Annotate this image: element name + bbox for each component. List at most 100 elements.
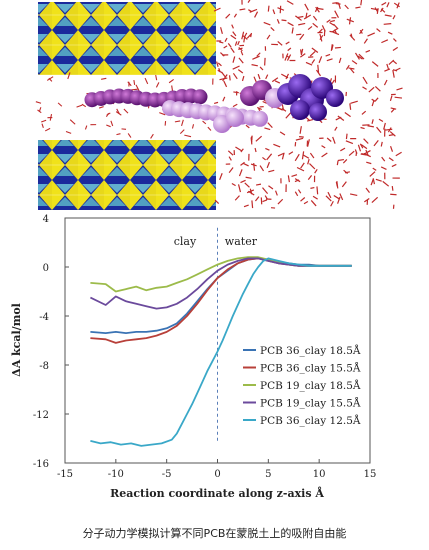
annotation-water: water [225, 235, 258, 248]
y-tick-label: -16 [33, 459, 49, 470]
water-molecule [312, 15, 318, 21]
legend-entry: PCB 36_clay 15.5Å [260, 361, 361, 375]
water-molecule [337, 158, 345, 162]
water-molecule [306, 139, 310, 147]
water-molecule [299, 136, 304, 138]
water-molecule [230, 34, 237, 40]
water-molecule [277, 40, 283, 46]
series-line-4 [90, 257, 352, 447]
water-molecule [230, 47, 235, 53]
water-molecule [245, 124, 250, 129]
water-molecule [150, 133, 154, 139]
water-molecule [285, 112, 292, 119]
water-molecule [371, 196, 379, 203]
x-tick-label: -5 [162, 469, 172, 480]
water-molecule [294, 153, 300, 162]
water-molecule [307, 174, 313, 180]
water-molecule [259, 165, 265, 172]
water-molecule [299, 126, 302, 134]
water-molecule [363, 38, 368, 44]
water-molecule [239, 8, 246, 11]
water-molecule [327, 191, 332, 199]
water-molecule [135, 84, 140, 91]
water-molecule [388, 59, 395, 65]
y-tick-label: -12 [33, 410, 49, 421]
water-molecule [375, 178, 382, 182]
water-molecule [298, 22, 306, 26]
water-molecule [295, 137, 304, 141]
clay-layer-bottom [38, 140, 216, 210]
water-molecule [360, 144, 368, 150]
water-molecule [382, 180, 390, 187]
water-molecule [255, 135, 263, 142]
water-molecule [296, 33, 302, 36]
water-molecule [333, 23, 339, 30]
water-molecule [234, 195, 240, 201]
water-molecule [213, 7, 221, 12]
water-molecule [349, 34, 356, 41]
water-molecule [232, 31, 237, 37]
water-molecule [360, 126, 365, 130]
water-molecule [285, 73, 290, 80]
water-molecule [262, 156, 267, 161]
legend-entry: PCB 19_clay 15.5Å [260, 396, 361, 410]
water-molecule [307, 158, 310, 165]
water-molecule [133, 79, 136, 86]
molecule-sphere [226, 109, 244, 127]
water-molecule [248, 9, 253, 13]
water-molecule [277, 152, 285, 157]
water-molecule [255, 183, 262, 186]
water-molecule [370, 7, 379, 11]
water-molecule [254, 11, 259, 18]
water-molecule [392, 70, 395, 78]
water-molecule [110, 120, 114, 127]
water-molecule [291, 27, 294, 34]
water-molecule [316, 186, 319, 195]
water-molecule [244, 182, 250, 188]
water-molecule [123, 108, 129, 114]
water-molecule [214, 199, 220, 204]
water-molecule [383, 122, 386, 130]
water-molecule [287, 175, 290, 183]
water-molecule [245, 176, 252, 179]
water-molecule [312, 195, 318, 200]
figure-caption: 分子动力学模拟计算不同PCB在蒙脱土上的吸附自由能 [82, 527, 347, 540]
water-molecule [267, 122, 273, 129]
water-molecule [311, 59, 316, 64]
series-lines [90, 256, 352, 447]
water-molecule [305, 61, 313, 66]
water-molecule [350, 33, 353, 38]
water-molecule [354, 52, 360, 60]
water-molecule [262, 100, 267, 104]
water-molecule [384, 14, 392, 17]
water-molecule [246, 33, 252, 39]
water-molecule [360, 0, 363, 6]
water-molecule [362, 76, 368, 85]
water-molecule [302, 154, 310, 159]
water-molecule [184, 134, 192, 138]
water-molecule [344, 4, 349, 10]
water-molecule [326, 19, 331, 23]
water-molecule [252, 55, 260, 60]
water-molecule [314, 6, 319, 13]
water-molecule [266, 153, 273, 161]
free-energy-chart: -15 -10 -5 0 5 10 15 -16 -12 -8 -4 0 4 clay water PC… [10, 214, 376, 500]
water-molecule [233, 13, 238, 18]
water-molecule [315, 69, 322, 77]
water-molecule [393, 38, 397, 42]
water-molecule [390, 107, 397, 110]
water-molecule [331, 79, 335, 84]
water-molecule [222, 74, 228, 82]
water-molecule [350, 100, 358, 104]
water-molecule [334, 46, 341, 49]
water-molecule [76, 104, 83, 108]
water-molecule [363, 150, 371, 155]
water-molecule [355, 6, 361, 9]
water-molecule [35, 101, 42, 104]
water-molecule [335, 2, 341, 5]
water-molecule [286, 54, 292, 61]
water-molecule [381, 1, 387, 6]
water-molecule [159, 112, 166, 116]
water-molecule [266, 161, 270, 169]
water-molecule [219, 173, 223, 181]
